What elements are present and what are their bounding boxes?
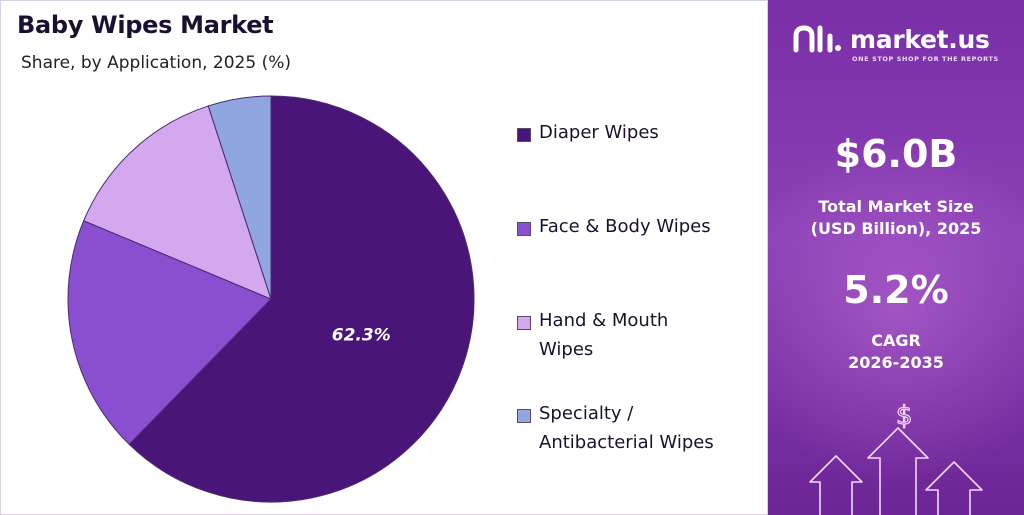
legend-swatch-specialty-wipes bbox=[517, 409, 531, 423]
pie-slice-diaper-wipes bbox=[128, 95, 475, 503]
legend-item-face-body-wipes: Face & Body Wipes bbox=[517, 216, 757, 241]
legend-item-diaper-wipes: Diaper Wipes bbox=[517, 122, 757, 147]
chart-title: Baby Wipes Market bbox=[17, 11, 274, 39]
brand-tagline: ONE STOP SHOP FOR THE REPORTS bbox=[852, 55, 999, 63]
brand-name: market.us bbox=[850, 24, 990, 54]
pie-slice-specialty-antibacterial-wipes bbox=[207, 95, 272, 300]
market-size-value: $6.0B bbox=[834, 132, 958, 176]
brand-logo: market.us bbox=[792, 24, 990, 54]
growth-arrows-icon: $ bbox=[809, 400, 983, 515]
chart-subtitle: Share, by Application, 2025 (%) bbox=[21, 53, 291, 73]
pie-slice-hand-mouth-wipes bbox=[83, 105, 272, 300]
legend-swatch-hand-mouth-wipes bbox=[517, 316, 531, 330]
cagr-label: CAGR bbox=[871, 331, 921, 350]
legend-label-face-body-wipes: Face & Body Wipes bbox=[539, 216, 711, 237]
pie-slice-face-body-wipes bbox=[67, 220, 272, 446]
legend-label-specialty-wipes: Specialty / Antibacterial Wipes bbox=[539, 403, 714, 453]
legend-label-hand-mouth-wipes: Hand & Mouth Wipes bbox=[539, 310, 669, 360]
cagr-period: 2026-2035 bbox=[848, 353, 944, 372]
market-size-label-line1: Total Market Size bbox=[818, 197, 974, 216]
pie-chart: 62.3% bbox=[67, 95, 475, 503]
panel-glow-decoration bbox=[768, 120, 1024, 500]
cagr-value: 5.2% bbox=[843, 268, 949, 312]
legend-swatch-diaper-wipes bbox=[517, 128, 531, 142]
pie-slice-label: 62.3% bbox=[332, 326, 391, 346]
legend-label-diaper-wipes: Diaper Wipes bbox=[539, 122, 659, 143]
legend-swatch-face-body-wipes bbox=[517, 222, 531, 236]
market-us-logo-icon bbox=[793, 25, 841, 53]
legend-item-hand-mouth-wipes: Hand & Mouth Wipes bbox=[517, 310, 757, 364]
chart-panel: Baby Wipes Market Share, by Application,… bbox=[0, 0, 768, 515]
dollar-symbol: $ bbox=[896, 401, 913, 431]
summary-panel: market.us ONE STOP SHOP FOR THE REPORTS … bbox=[768, 0, 1024, 515]
legend-item-specialty-wipes: Specialty / Antibacterial Wipes bbox=[517, 403, 757, 457]
market-size-label-line2: (USD Billion), 2025 bbox=[810, 219, 982, 238]
